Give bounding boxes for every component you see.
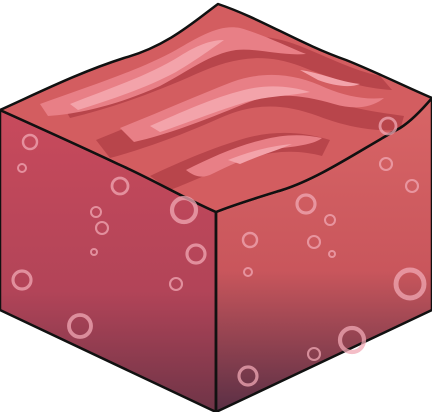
bubble (393, 267, 427, 301)
bubble (328, 250, 336, 258)
bubble (378, 156, 394, 172)
bubble (378, 116, 398, 136)
right-face-bubbles (237, 116, 427, 387)
bubble (241, 231, 259, 249)
bubble (295, 193, 317, 215)
meat-marbling (40, 27, 404, 190)
bubble (110, 176, 130, 196)
bubble (185, 243, 207, 265)
bubble (67, 313, 93, 339)
bubble (168, 276, 184, 292)
bubble (169, 195, 199, 225)
bubble (90, 248, 98, 256)
bubble (21, 133, 39, 151)
top-face (0, 2, 432, 214)
bubble (17, 163, 27, 173)
bubble (337, 325, 367, 355)
bubble (404, 178, 420, 194)
bubble (94, 220, 110, 236)
bubble (237, 365, 259, 387)
bubble (306, 234, 322, 250)
left-face-bubbles (11, 133, 207, 339)
bubble (324, 214, 336, 226)
bubble (306, 346, 322, 362)
bubble (90, 206, 102, 218)
bubble (243, 267, 253, 277)
bubble (11, 269, 33, 291)
